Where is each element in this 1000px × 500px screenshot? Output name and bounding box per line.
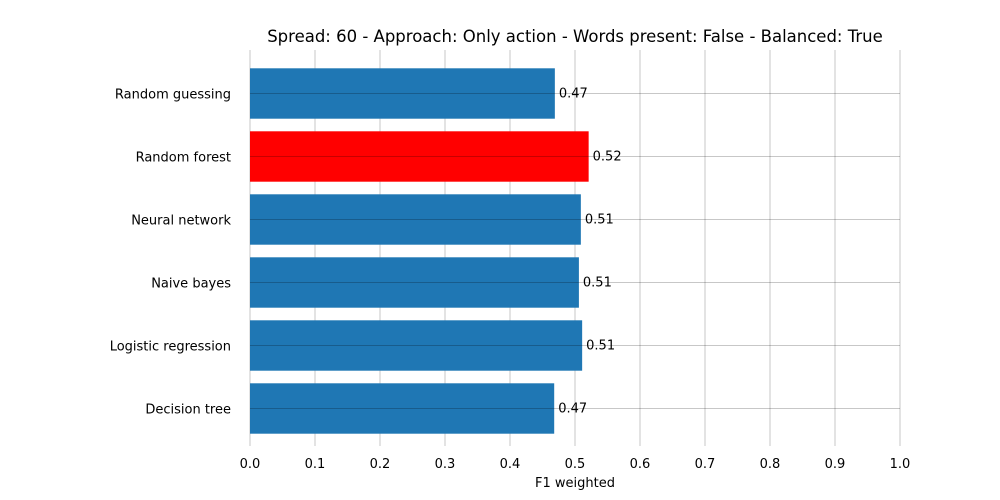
x-tick-label: 0.7 <box>695 457 716 472</box>
category-label: Decision tree <box>145 403 231 418</box>
bars <box>250 68 589 434</box>
category-label: Neural network <box>131 214 231 229</box>
x-tick-labels: 0.0 0.1 0.2 0.3 0.4 0.5 0.6 0.7 0.8 0.9 1.0 <box>240 457 911 472</box>
x-tick-label: 0.0 <box>240 457 261 472</box>
value-labels: 0.47 0.52 0.51 0.51 0.51 0.47 <box>558 87 621 417</box>
x-tick-label: 1.0 <box>890 457 911 472</box>
bar-value-label: 0.47 <box>558 402 587 417</box>
bar <box>250 257 579 308</box>
bar <box>250 194 581 245</box>
category-grid-lines <box>250 93 900 409</box>
bar <box>250 131 589 182</box>
x-tick-label: 0.3 <box>435 457 456 472</box>
x-tick-label: 0.4 <box>500 457 521 472</box>
bar-value-label: 0.52 <box>593 150 622 165</box>
x-tick-label: 0.6 <box>630 457 651 472</box>
x-tick-label: 0.5 <box>565 457 586 472</box>
x-tick-label: 0.2 <box>370 457 391 472</box>
bar-value-label: 0.51 <box>583 276 612 291</box>
chart-title: Spread: 60 - Approach: Only action - Wor… <box>267 27 883 46</box>
bar <box>250 320 583 371</box>
bar <box>250 68 555 119</box>
x-tick-label: 0.8 <box>760 457 781 472</box>
category-label: Naive bayes <box>151 277 231 292</box>
bar-value-label: 0.51 <box>586 339 615 354</box>
bar-value-label: 0.47 <box>559 87 588 102</box>
x-tick-label: 0.9 <box>825 457 846 472</box>
x-axis-label: F1 weighted <box>535 476 615 491</box>
category-label: Random guessing <box>115 88 231 103</box>
category-label: Logistic regression <box>110 340 231 355</box>
bar <box>250 383 555 434</box>
x-tick-label: 0.1 <box>305 457 326 472</box>
category-labels: Random guessing Random forest Neural netwo… <box>110 88 232 418</box>
category-label: Random forest <box>136 151 231 166</box>
bar-value-label: 0.51 <box>585 213 614 228</box>
